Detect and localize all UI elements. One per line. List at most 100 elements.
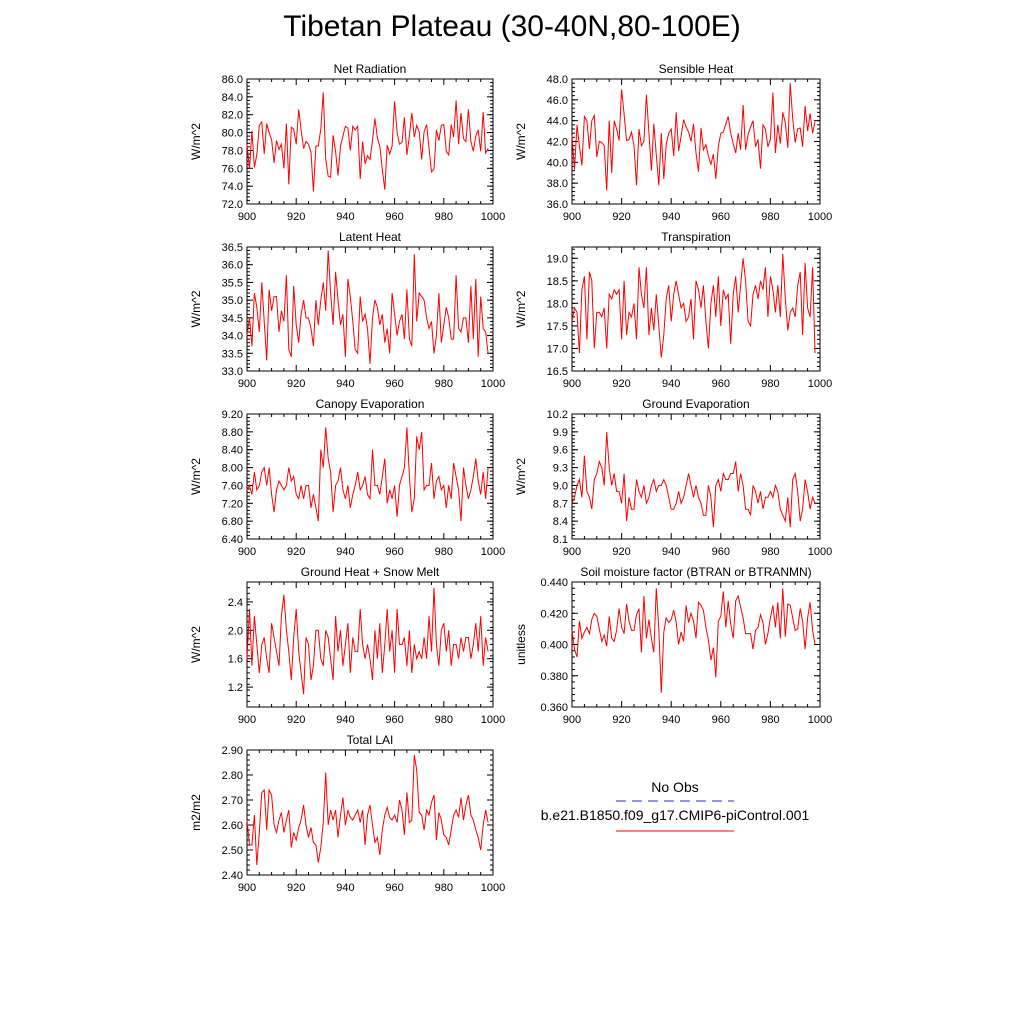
y-tick-label: 36.0: [222, 260, 243, 272]
x-tick-label: 940: [336, 714, 354, 726]
y-tick-label: 80.0: [222, 128, 243, 140]
panel-title: Sensible Heat: [659, 62, 734, 76]
y-tick-label: 42.0: [547, 137, 568, 149]
y-tick-label: 44.0: [547, 116, 568, 128]
chart-panel: Net Radiation W/m^2 900 920 940 960 980 1000 72.…: [189, 62, 505, 223]
chart-panel: Sensible Heat W/m^2 900 920 940 960 980 1000 36.…: [514, 62, 832, 223]
panel-title: Canopy Evaporation: [316, 397, 425, 411]
panel-title: Ground Evaporation: [642, 397, 749, 411]
x-tick-label: 980: [761, 211, 779, 223]
page-title: Tibetan Plateau (30-40N,80-100E): [283, 10, 741, 43]
x-tick-label: 1000: [808, 714, 832, 726]
y-tick-label: 46.0: [547, 95, 568, 107]
x-tick-label: 940: [336, 378, 354, 390]
y-tick-label: 9.0: [553, 480, 568, 492]
plot-frame: [246, 78, 494, 205]
plot-frame: [571, 413, 821, 540]
x-tick-label: 1000: [808, 546, 832, 558]
chart-panel: Canopy Evaporation W/m^2 900 920 940 960 980 10…: [189, 397, 505, 558]
x-tick-label: 960: [712, 714, 730, 726]
y-tick-label: 2.40: [222, 870, 243, 882]
y-tick-label: 33.0: [222, 366, 243, 378]
x-tick-label: 900: [238, 714, 256, 726]
x-tick-label: 980: [435, 882, 453, 894]
y-tick-label: 9.6: [553, 445, 568, 457]
chart-panel: Total LAI m2/m2 900 920 940 960 980 1000 2.40 2.5…: [189, 733, 505, 894]
x-tick-label: 900: [238, 211, 256, 223]
y-axis-label: W/m^2: [189, 458, 203, 495]
y-axis-label: W/m^2: [514, 458, 528, 495]
y-tick-label: 18.0: [547, 298, 568, 310]
y-tick-label: 34.5: [222, 313, 243, 325]
plot-frame: [571, 581, 821, 708]
series-line: [571, 253, 816, 358]
chart-panel: Transpiration W/m^2 900 920 940 960 980 1000 16.…: [514, 230, 832, 390]
series-line: [246, 587, 489, 695]
x-tick-label: 1000: [808, 378, 832, 390]
y-tick-label: 2.80: [222, 770, 243, 782]
x-tick-label: 920: [287, 882, 305, 894]
series-line: [246, 92, 489, 192]
series-line: [246, 427, 489, 522]
y-tick-label: 0.420: [540, 608, 568, 620]
panel-title: Soil moisture factor (BTRAN or BTRANMN): [580, 565, 811, 579]
chart-panel: Soil moisture factor (BTRAN or BTRANMN) u…: [514, 565, 832, 726]
x-tick-label: 900: [563, 211, 581, 223]
y-tick-label: 9.20: [222, 409, 243, 421]
x-tick-label: 980: [761, 546, 779, 558]
y-axis-label: W/m^2: [189, 626, 203, 663]
panel-title: Transpiration: [661, 230, 731, 244]
x-tick-label: 980: [761, 714, 779, 726]
panel-title: Total LAI: [347, 733, 394, 747]
y-axis-label: W/m^2: [189, 123, 203, 160]
y-tick-label: 9.3: [553, 463, 568, 475]
x-tick-label: 980: [435, 378, 453, 390]
x-tick-label: 900: [563, 378, 581, 390]
x-tick-label: 940: [662, 546, 680, 558]
y-tick-label: 48.0: [547, 74, 568, 86]
x-tick-label: 960: [385, 211, 403, 223]
x-tick-label: 920: [287, 211, 305, 223]
legend-model-label: b.e21.B1850.f09_g17.CMIP6-piControl.001: [540, 807, 810, 823]
x-tick-label: 900: [238, 378, 256, 390]
x-tick-label: 960: [385, 714, 403, 726]
x-tick-label: 960: [712, 211, 730, 223]
y-tick-label: 8.4: [553, 516, 568, 528]
y-tick-label: 8.00: [222, 463, 243, 475]
x-tick-label: 920: [612, 378, 630, 390]
y-tick-label: 33.5: [222, 348, 243, 360]
x-tick-label: 960: [712, 378, 730, 390]
y-tick-label: 17.0: [547, 343, 568, 355]
y-tick-label: 2.50: [222, 845, 243, 857]
y-tick-label: 38.0: [547, 178, 568, 190]
chart-panel: Latent Heat W/m^2 900 920 940 960 980 1000 33.0 3…: [189, 230, 505, 390]
y-tick-label: 35.5: [222, 277, 243, 289]
series-line: [571, 588, 816, 693]
y-tick-label: 84.0: [222, 92, 243, 104]
x-tick-label: 920: [612, 211, 630, 223]
x-tick-label: 980: [435, 546, 453, 558]
x-tick-label: 1000: [481, 714, 505, 726]
series-line: [246, 754, 489, 866]
y-tick-label: 82.0: [222, 110, 243, 122]
y-tick-label: 1.2: [228, 682, 243, 694]
x-tick-label: 1000: [481, 378, 505, 390]
y-tick-label: 36.0: [547, 199, 568, 211]
x-tick-label: 960: [712, 546, 730, 558]
y-tick-label: 6.80: [222, 516, 243, 528]
plot-frame: [571, 78, 821, 205]
y-tick-label: 2.60: [222, 820, 243, 832]
x-tick-label: 980: [761, 378, 779, 390]
x-tick-label: 900: [563, 714, 581, 726]
y-tick-label: 74.0: [222, 181, 243, 193]
x-tick-label: 920: [287, 546, 305, 558]
x-tick-label: 1000: [808, 211, 832, 223]
x-tick-label: 960: [385, 378, 403, 390]
y-axis-label: unitless: [514, 624, 528, 665]
y-tick-label: 17.5: [547, 321, 568, 333]
y-tick-label: 2.90: [222, 745, 243, 757]
x-tick-label: 1000: [481, 211, 505, 223]
y-tick-label: 35.0: [222, 295, 243, 307]
y-tick-label: 7.60: [222, 480, 243, 492]
y-tick-label: 16.5: [547, 366, 568, 378]
